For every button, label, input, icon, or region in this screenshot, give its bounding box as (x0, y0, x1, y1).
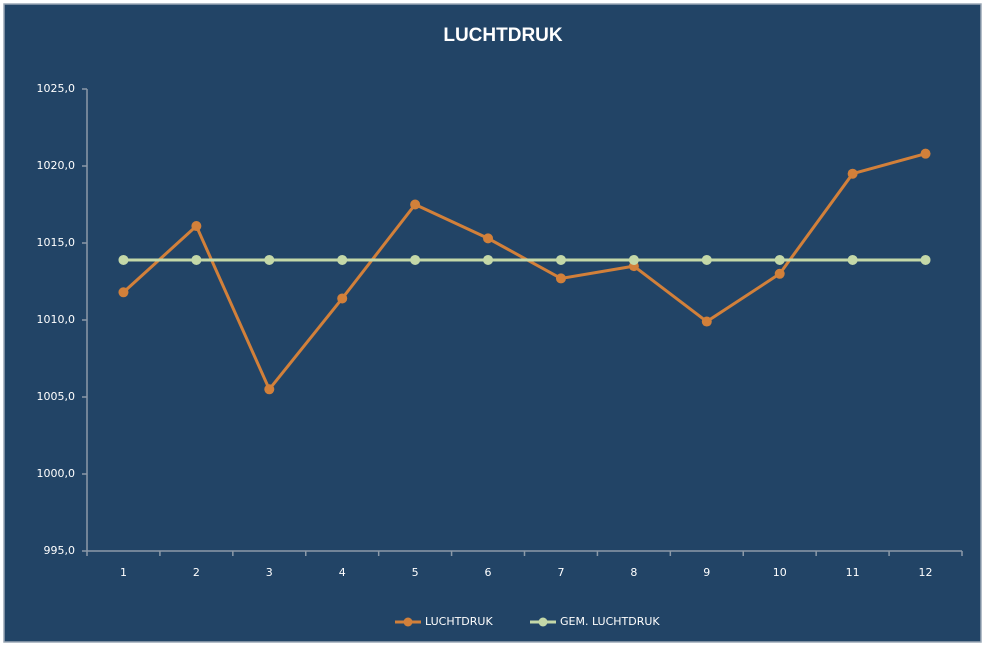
x-tick-label: 6 (485, 566, 492, 579)
data-point (483, 233, 494, 244)
data-point (628, 254, 639, 265)
y-tick-label: 995,0 (44, 544, 76, 557)
series-line (122, 152, 926, 393)
data-point (483, 254, 494, 265)
x-tick-label: 8 (630, 566, 637, 579)
data-point (118, 254, 129, 265)
chart-title: LUCHTDRUK (443, 25, 563, 46)
data-point (191, 254, 202, 265)
y-tick-label: 1005,0 (37, 390, 76, 403)
data-point (191, 221, 202, 232)
x-tick-label: 7 (557, 566, 564, 579)
data-point (410, 199, 421, 210)
data-point (701, 254, 712, 265)
data-point (410, 254, 421, 265)
data-point (264, 254, 275, 265)
x-tick-label: 12 (919, 566, 933, 579)
y-tick-label: 1000,0 (37, 467, 76, 480)
legend-marker (403, 617, 413, 627)
data-point (847, 254, 858, 265)
data-point (774, 254, 785, 265)
y-tick-label: 1010,0 (37, 313, 76, 326)
legend-label: LUCHTDRUK (425, 615, 493, 628)
x-tick-label: 3 (266, 566, 273, 579)
y-tick-label: 1015,0 (37, 236, 76, 249)
data-point (774, 268, 785, 279)
data-point (920, 254, 931, 265)
x-tick-label: 10 (773, 566, 787, 579)
x-tick-label: 5 (412, 566, 419, 579)
data-point (555, 273, 566, 284)
data-point (118, 287, 129, 298)
data-point (920, 148, 931, 159)
x-tick-label: 11 (846, 566, 860, 579)
x-tick-label: 4 (339, 566, 346, 579)
y-tick-label: 1025,0 (37, 82, 76, 95)
legend-label: GEM. LUCHTDRUK (560, 615, 660, 628)
x-tick-label: 1 (120, 566, 127, 579)
data-point (337, 293, 348, 304)
data-point (337, 254, 348, 265)
chart-area (3, 3, 982, 643)
legend-marker (538, 617, 548, 627)
data-point (701, 316, 712, 327)
x-tick-label: 2 (193, 566, 200, 579)
y-tick-label: 1020,0 (37, 159, 76, 172)
data-point (264, 384, 275, 395)
data-point (847, 168, 858, 179)
data-point (555, 254, 566, 265)
x-tick-label: 9 (703, 566, 710, 579)
